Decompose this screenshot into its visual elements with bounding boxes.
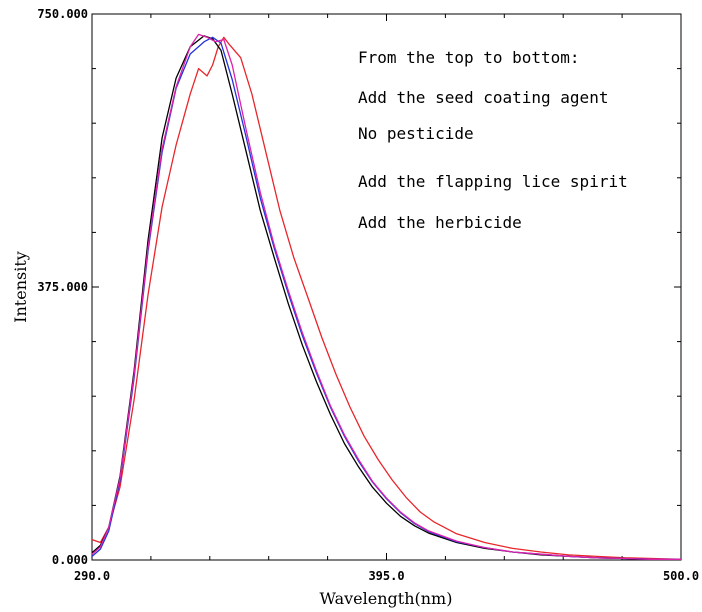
annotation-heading: From the top to bottom: xyxy=(358,48,580,67)
annotation-herbicide: Add the herbicide xyxy=(358,213,522,232)
y-tick-label: 0.000 xyxy=(52,553,88,567)
series-layer xyxy=(91,33,682,560)
series-line-1 xyxy=(91,36,682,560)
axis-ticks xyxy=(91,13,682,561)
annotation-seed-coating: Add the seed coating agent xyxy=(358,88,608,107)
x-tick-label: 395.0 xyxy=(368,569,404,583)
annotation-flapping-lice-spirit: Add the flapping lice spirit xyxy=(358,172,628,191)
x-axis-title: Wavelength(nm) xyxy=(320,589,453,608)
series-line-2 xyxy=(91,35,681,560)
y-axis-title: Intensity xyxy=(11,251,30,323)
tick-labels: 0.000 375.000 750.000 290.0 395.0 500.0 xyxy=(37,7,699,583)
x-tick-label: 500.0 xyxy=(663,569,699,583)
x-tick-label: 290.0 xyxy=(74,569,110,583)
y-tick-label: 750.000 xyxy=(37,7,88,21)
y-tick-label: 375.000 xyxy=(37,280,88,294)
series-line-4 xyxy=(91,33,681,560)
annotation-no-pesticide: No pesticide xyxy=(358,124,474,143)
series-line-3 xyxy=(91,36,681,560)
